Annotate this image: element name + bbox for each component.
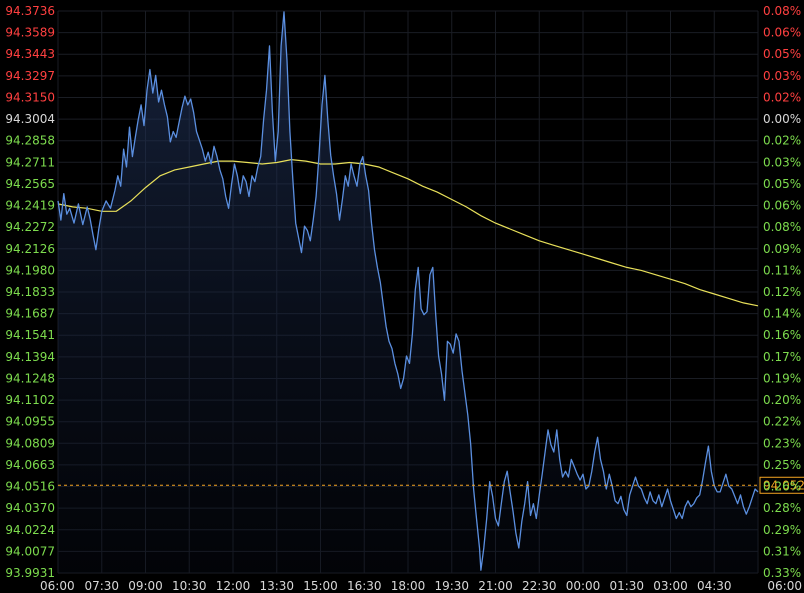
y-tick-label: 94.0077 <box>5 544 55 558</box>
y-tick-label: 94.1687 <box>5 307 55 321</box>
moving-average-line <box>57 158 759 307</box>
y-percent-label: 0.09% <box>763 242 801 256</box>
x-tick-label: 10:30 <box>172 579 207 593</box>
x-tick-label: 03:00 <box>653 579 688 593</box>
y-percent-label: 0.14% <box>763 307 801 321</box>
y-tick-label: 94.0224 <box>5 523 55 537</box>
x-tick-label: 18:00 <box>391 579 426 593</box>
x-tick-label: 19:30 <box>434 579 469 593</box>
y-percent-label: 0.19% <box>763 371 801 385</box>
y-tick-label: 94.3736 <box>5 4 55 18</box>
price-series-line <box>57 11 759 571</box>
y-percent-label: 0.02% <box>763 134 801 148</box>
x-tick-label: 06:00 <box>40 579 75 593</box>
y-tick-label: 94.2126 <box>5 242 55 256</box>
y-percent-label: 0.25% <box>763 458 801 472</box>
current-price-tag <box>759 476 804 494</box>
y-tick-label: 94.3443 <box>5 47 55 61</box>
y-percent-label: 0.31% <box>763 544 801 558</box>
y-tick-label: 94.0809 <box>5 436 55 450</box>
y-percent-label: 0.12% <box>763 285 801 299</box>
x-tick-label: 04:30 <box>697 579 732 593</box>
y-tick-label: 94.2711 <box>5 155 55 169</box>
y-percent-label: 0.03% <box>763 155 801 169</box>
price-area-fill <box>58 11 758 573</box>
y-tick-label: 94.1394 <box>5 350 55 364</box>
x-tick-label: 15:00 <box>303 579 338 593</box>
x-tick-label: 07:30 <box>84 579 119 593</box>
y-tick-label: 94.1248 <box>5 371 55 385</box>
price-area <box>58 11 758 573</box>
y-tick-label: 94.0663 <box>5 458 55 472</box>
x-tick-label: 00:00 <box>566 579 601 593</box>
y-percent-label: 0.33% <box>763 566 801 580</box>
x-tick-label: 22:30 <box>522 579 557 593</box>
y-percent-label: 0.29% <box>763 523 801 537</box>
y-tick-label: 94.2858 <box>5 134 55 148</box>
y-tick-label: 94.0516 <box>5 480 55 494</box>
price-line <box>57 11 759 571</box>
y-tick-label: 94.0370 <box>5 501 55 515</box>
y-tick-label: 93.9931 <box>5 566 55 580</box>
y-percent-label: 0.23% <box>763 436 801 450</box>
y-percent-label: 0.22% <box>763 415 801 429</box>
current-price-marker: 94.0525 <box>58 476 804 494</box>
y-tick-label: 94.1102 <box>5 393 55 407</box>
y-percent-label: 0.11% <box>763 263 801 277</box>
y-percent-label: 0.08% <box>763 220 801 234</box>
x-tick-label: 12:00 <box>216 579 251 593</box>
y-percent-label: 0.05% <box>763 47 801 61</box>
y-tick-label: 94.3150 <box>5 90 55 104</box>
y-percent-label: 0.03% <box>763 69 801 83</box>
y-tick-label: 94.1541 <box>5 328 55 342</box>
left-price-axis: 94.3736 94.3589 94.3443 94.3297 94.3150 94.30… <box>5 4 55 580</box>
y-tick-label: 94.1833 <box>5 285 55 299</box>
y-tick-label: 94.2565 <box>5 177 55 191</box>
x-tick-label: 13:30 <box>259 579 294 593</box>
y-percent-label: 0.28% <box>763 501 801 515</box>
y-tick-label: 94.2272 <box>5 220 55 234</box>
current-price-label: 94.0525 <box>763 478 804 492</box>
y-percent-label: 0.05% <box>763 177 801 191</box>
x-tick-label: 01:30 <box>609 579 644 593</box>
y-tick-label: 94.3004 <box>5 112 55 126</box>
y-percent-label: 0.00% <box>763 112 801 126</box>
moving-average-series-line <box>57 158 759 307</box>
time-axis: 06:00 07:30 09:00 10:30 12:00 13:30 15:00 16:30… <box>40 579 802 593</box>
y-percent-label: 0.17% <box>763 350 801 364</box>
x-tick-label: 16:30 <box>347 579 382 593</box>
x-tick-label: 21:00 <box>478 579 513 593</box>
y-percent-label: 0.02% <box>763 90 801 104</box>
y-percent-label: 0.06% <box>763 26 801 40</box>
y-tick-label: 94.3589 <box>5 26 55 40</box>
y-percent-label: 0.06% <box>763 199 801 213</box>
y-tick-label: 94.3297 <box>5 69 55 83</box>
right-percent-axis: 0.08% 0.06% 0.05% 0.03% 0.02% 0.00% 0.02% 0.03%… <box>763 4 801 580</box>
y-percent-label: 0.20% <box>763 393 801 407</box>
y-percent-label: 0.08% <box>763 4 801 18</box>
x-tick-label: 06:00 <box>767 579 802 593</box>
y-percent-label: 0.16% <box>763 328 801 342</box>
y-tick-label: 94.1980 <box>5 263 55 277</box>
y-tick-label: 94.2419 <box>5 199 55 213</box>
y-tick-label: 94.0955 <box>5 415 55 429</box>
x-tick-label: 09:00 <box>128 579 163 593</box>
y-percent-label: 0.26% <box>763 480 801 494</box>
